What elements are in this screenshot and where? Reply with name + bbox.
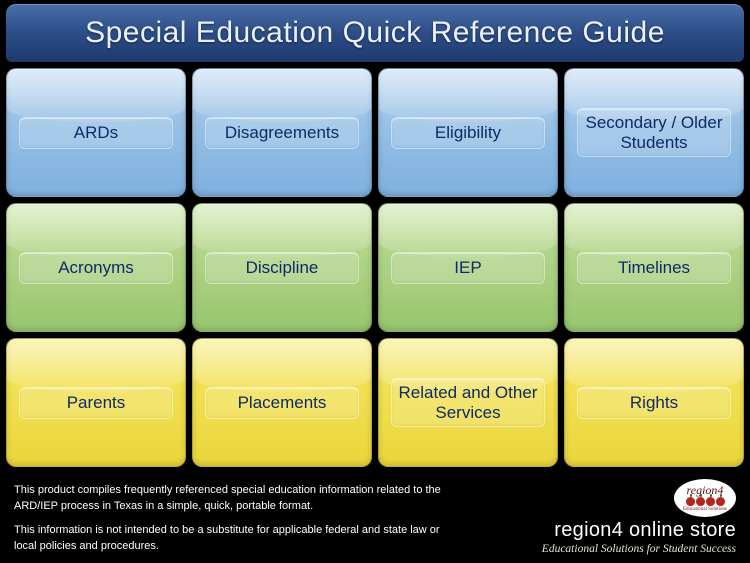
tile-placements[interactable]: Placements bbox=[192, 338, 372, 467]
tile-label: Discipline bbox=[205, 252, 358, 284]
store-prefix: region bbox=[554, 519, 611, 541]
tile-timelines[interactable]: Timelines bbox=[564, 203, 744, 332]
store-suffix: online store bbox=[623, 519, 736, 541]
tile-label: Disagreements bbox=[205, 117, 358, 149]
tile-discipline[interactable]: Discipline bbox=[192, 203, 372, 332]
footer-paragraph-2: This information is not intended to be a… bbox=[14, 523, 456, 555]
tile-label: Placements bbox=[205, 387, 358, 419]
store-number: 4 bbox=[612, 519, 623, 541]
tile-label: Rights bbox=[577, 387, 730, 419]
tile-label: ARDs bbox=[19, 117, 172, 149]
category-grid: ARDs Disagreements Eligibility Secondary / … bbox=[0, 62, 750, 473]
tile-label: Acronyms bbox=[19, 252, 172, 284]
tile-related-and-other-services[interactable]: Related and Other Services bbox=[378, 338, 558, 467]
app-container: Special Education Quick Reference Guide … bbox=[0, 0, 750, 563]
tile-ards[interactable]: ARDs bbox=[6, 68, 186, 197]
footer-description: This product compiles frequently referen… bbox=[0, 473, 470, 563]
footer-paragraph-1: This product compiles frequently referen… bbox=[14, 483, 456, 515]
tile-parents[interactable]: Parents bbox=[6, 338, 186, 467]
tile-iep[interactable]: IEP bbox=[378, 203, 558, 332]
tile-eligibility[interactable]: Eligibility bbox=[378, 68, 558, 197]
tile-secondary-older-students[interactable]: Secondary / Older Students bbox=[564, 68, 744, 197]
region4-logo: region4 Educational Solutions bbox=[674, 479, 736, 517]
store-tagline: Educational Solutions for Student Succes… bbox=[542, 543, 736, 555]
tile-disagreements[interactable]: Disagreements bbox=[192, 68, 372, 197]
tile-label: Timelines bbox=[577, 252, 730, 284]
footer: This product compiles frequently referen… bbox=[0, 473, 750, 563]
page-title: Special Education Quick Reference Guide bbox=[85, 16, 665, 50]
tile-label: IEP bbox=[391, 252, 544, 284]
title-bar: Special Education Quick Reference Guide bbox=[6, 4, 744, 62]
tile-acronyms[interactable]: Acronyms bbox=[6, 203, 186, 332]
tile-label: Parents bbox=[19, 387, 172, 419]
tile-label: Secondary / Older Students bbox=[577, 108, 730, 157]
footer-brand: region4 Educational Solutions region4 on… bbox=[470, 473, 750, 563]
logo-text-top: region4 bbox=[687, 484, 724, 496]
tile-label: Related and Other Services bbox=[391, 378, 544, 427]
tile-label: Eligibility bbox=[391, 117, 544, 149]
logo-text-bottom: Educational Solutions bbox=[683, 507, 727, 512]
tile-rights[interactable]: Rights bbox=[564, 338, 744, 467]
logo-apples-icon bbox=[686, 497, 725, 506]
store-title: region4 online store bbox=[554, 519, 736, 542]
